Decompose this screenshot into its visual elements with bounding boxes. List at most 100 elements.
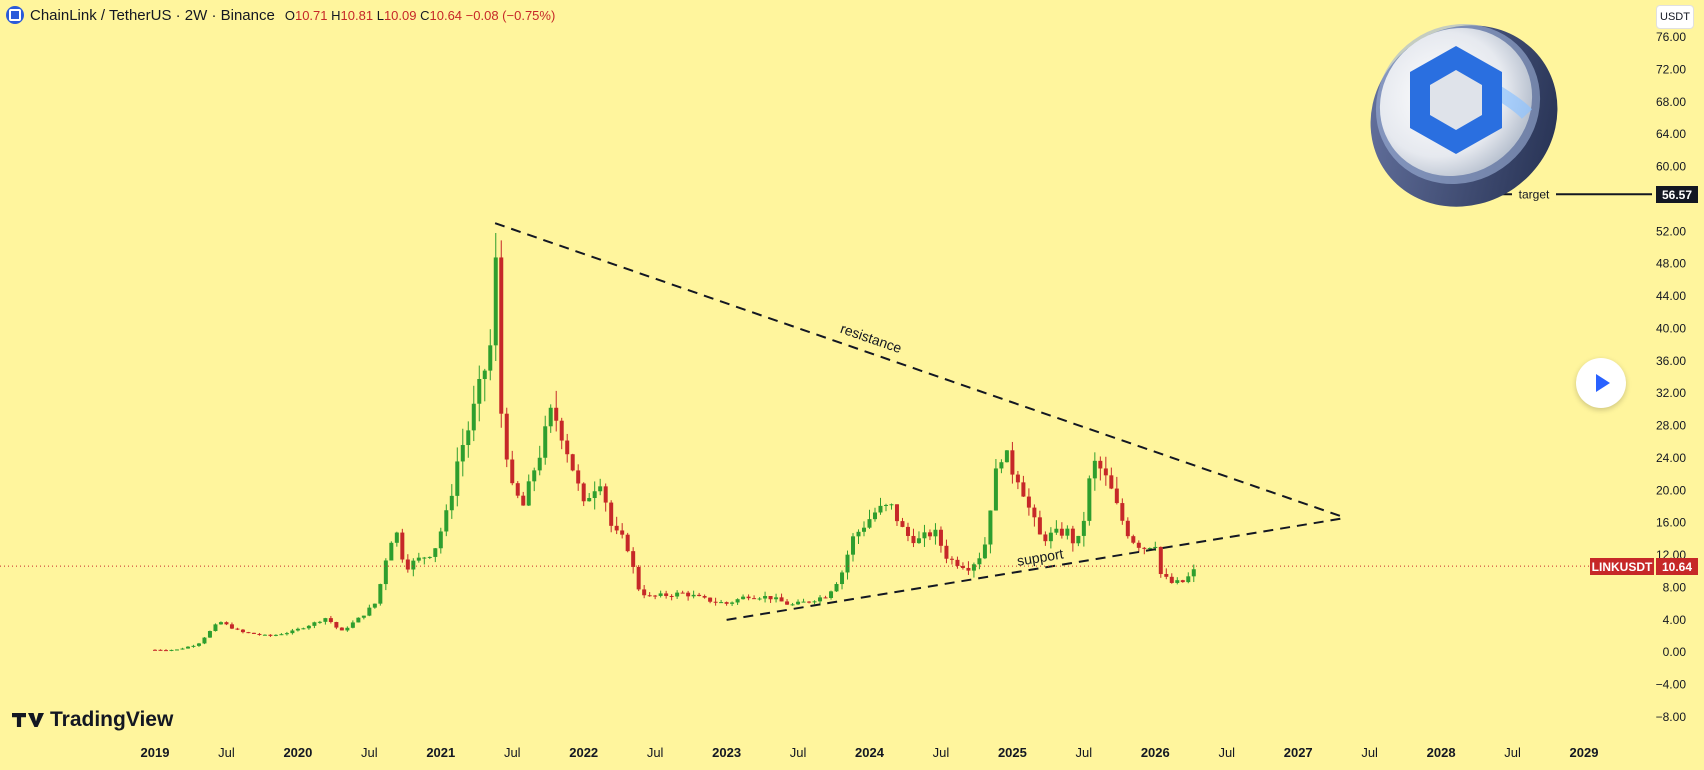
candle [339,627,344,631]
candle-body [845,554,850,573]
candle-body [878,505,883,513]
candle [405,554,410,573]
candle-body [1186,576,1191,583]
candle-body [587,498,592,502]
symbol-title[interactable]: ChainLink / TetherUS · 2W · Binance [30,6,275,24]
candle [482,368,487,402]
candle-body [680,592,685,594]
candle [301,627,306,630]
candle-body [515,483,520,496]
resistance-label: resistance [838,320,904,356]
candle-body [971,564,976,571]
candle-body [862,527,867,532]
candle-body [1070,528,1075,544]
candle-body [642,589,647,596]
candle-body [488,345,493,371]
y-tick-label: −4.00 [1656,678,1687,692]
y-tick-label: 8.00 [1663,580,1687,594]
candle-body [334,622,339,628]
candle [900,517,905,528]
candle [218,621,223,625]
candle [955,556,960,569]
x-tick-label: Jul [1218,745,1235,760]
candle-body [1153,546,1158,549]
candle [416,552,421,563]
candle-body [207,631,212,638]
candle-body [1158,546,1163,575]
trendlines-layer: resistance support target [0,185,1652,621]
candle-body [460,445,465,462]
candle [444,504,449,537]
candle-body [1054,528,1059,533]
x-tick-label: Jul [1504,745,1521,760]
candle [1010,441,1015,484]
candle-body [741,596,746,600]
candle-body [1076,535,1081,544]
candle-body [416,557,421,561]
candle-body [829,591,834,598]
candle [356,617,361,623]
currency-button[interactable]: USDT [1656,5,1694,29]
candle [345,626,350,632]
candle-body [631,551,636,567]
candle [982,537,987,560]
candle-body [466,430,471,446]
x-tick-label: 2020 [283,745,312,760]
candle [774,593,779,603]
candle-body [955,559,960,566]
candle [1191,564,1196,583]
candle-body [933,529,938,537]
x-tick-label: 2026 [1141,745,1170,760]
candle-body [927,532,932,537]
candle-body [1103,468,1108,476]
candle-body [169,649,174,651]
candle-body [960,565,965,568]
candle [367,604,372,617]
x-tick-label: Jul [1076,745,1093,760]
candle [185,646,190,649]
tradingview-logo[interactable]: TradingView [12,708,173,732]
candle [207,630,212,638]
candle-body [724,602,729,604]
candle-body [592,491,597,499]
candle-body [202,637,207,644]
candle-body [1032,507,1037,518]
candle [1059,522,1064,539]
candle-body [543,426,548,458]
candle [449,484,454,519]
candle-body [400,532,405,560]
candle-body [840,572,845,585]
candle [752,595,757,600]
candle [708,597,713,604]
candle-body [1059,528,1064,536]
y-tick-label: 72.00 [1656,62,1686,76]
candle [1136,540,1141,553]
candle-body [1026,496,1031,508]
ohlc-values: O10.71 H10.81 L10.09 C10.64 −0.08 (−0.75… [284,7,556,23]
candle [675,590,680,599]
play-icon[interactable] [1576,358,1626,408]
candle-body [735,599,740,603]
y-tick-label: 76.00 [1656,30,1686,44]
candle [499,240,504,428]
candle-body [224,622,229,625]
candle-body [916,538,921,544]
candle [636,565,641,592]
candle-body [834,584,839,592]
candle-body [554,407,559,421]
candle-body [1048,532,1053,542]
candle [603,483,608,512]
candle-body [944,545,949,559]
candle-body [240,629,245,633]
candle [592,481,597,510]
candle-body [367,607,372,616]
candle [378,583,383,606]
candle [1164,568,1169,580]
candle [834,582,839,592]
x-tick-label: Jul [504,745,521,760]
candle-body [1131,536,1136,543]
candle-body [697,594,702,597]
candle [460,428,465,477]
candle [730,601,735,606]
